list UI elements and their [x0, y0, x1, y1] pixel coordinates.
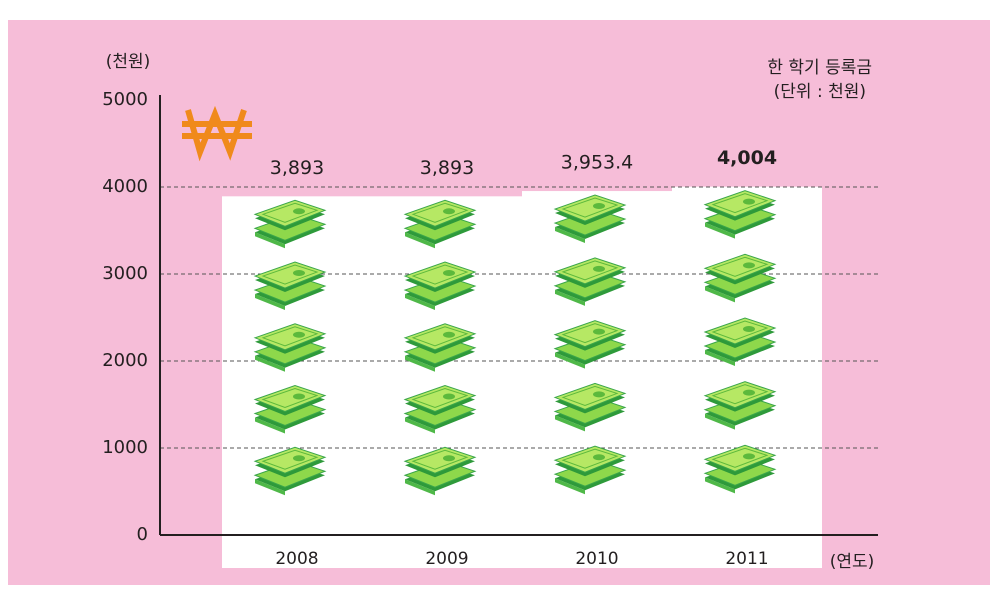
y-tick-label: 0	[137, 524, 148, 545]
y-tick-label: 5000	[102, 89, 148, 110]
note-unit: (단위 : 천원)	[774, 82, 866, 102]
value-label: 4,004	[717, 147, 777, 169]
y-tick-label: 3000	[102, 263, 148, 284]
x-tick-label: 2009	[425, 549, 468, 569]
y-tick-label: 4000	[102, 176, 148, 197]
value-label: 3,953.4	[561, 152, 634, 174]
y-tick-label: 2000	[102, 350, 148, 371]
y-tick-label: 1000	[102, 437, 148, 458]
note-title: 한 학기 등록금	[767, 58, 872, 78]
value-label: 3,893	[270, 157, 324, 179]
x-tick-label: 2011	[725, 549, 768, 569]
x-tick-label: 2008	[275, 549, 318, 569]
y-unit-label: (천원)	[106, 52, 151, 72]
value-label: 3,893	[420, 157, 474, 179]
chart: (천원) (연도) 한 학기 등록금 (단위 : 천원) 2008 3,893 20…	[0, 0, 999, 589]
x-tick-label: 2010	[575, 549, 618, 569]
x-unit-label: (연도)	[830, 552, 875, 572]
